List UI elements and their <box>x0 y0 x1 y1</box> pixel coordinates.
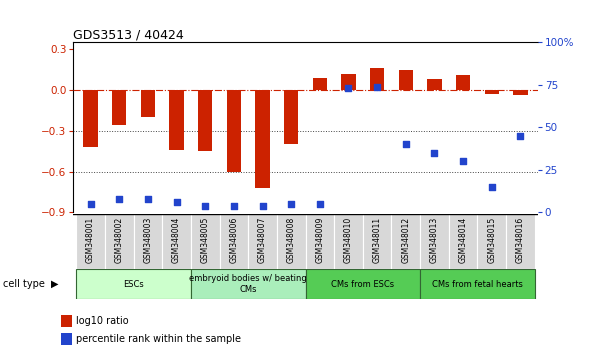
Text: log10 ratio: log10 ratio <box>76 316 129 326</box>
Point <box>143 196 153 202</box>
Text: GDS3513 / 40424: GDS3513 / 40424 <box>73 28 184 41</box>
Bar <box>191 269 306 299</box>
Text: GSM348009: GSM348009 <box>315 217 324 263</box>
Point <box>458 159 468 164</box>
Bar <box>485 90 499 94</box>
Bar <box>370 68 384 90</box>
Bar <box>191 214 219 269</box>
Bar <box>162 214 191 269</box>
Bar <box>513 90 528 96</box>
Point <box>200 203 210 209</box>
Bar <box>334 214 363 269</box>
Text: GSM348010: GSM348010 <box>344 217 353 263</box>
Bar <box>105 214 134 269</box>
Bar <box>420 269 535 299</box>
Text: cell type: cell type <box>3 279 45 289</box>
Bar <box>219 214 248 269</box>
Bar <box>76 214 105 269</box>
Point <box>258 203 268 209</box>
Bar <box>313 78 327 90</box>
Point <box>343 86 353 91</box>
Bar <box>392 214 420 269</box>
Bar <box>198 90 213 151</box>
Bar <box>420 214 449 269</box>
Bar <box>83 90 98 147</box>
Bar <box>342 74 356 90</box>
Bar <box>506 214 535 269</box>
Bar <box>134 214 162 269</box>
Text: CMs from fetal hearts: CMs from fetal hearts <box>432 280 523 289</box>
Bar <box>284 90 298 144</box>
Bar <box>141 90 155 117</box>
Bar <box>306 269 420 299</box>
Bar <box>456 75 470 90</box>
Bar <box>169 90 184 150</box>
Bar <box>61 333 72 345</box>
Bar <box>398 70 413 90</box>
Text: GSM348014: GSM348014 <box>459 217 467 263</box>
Bar <box>277 214 306 269</box>
Text: GSM348002: GSM348002 <box>115 217 123 263</box>
Point <box>172 199 181 205</box>
Point <box>86 201 95 207</box>
Bar <box>477 214 506 269</box>
Text: percentile rank within the sample: percentile rank within the sample <box>76 334 241 344</box>
Text: GSM348004: GSM348004 <box>172 217 181 263</box>
Text: ▶: ▶ <box>51 279 58 289</box>
Point <box>372 84 382 90</box>
Bar <box>227 90 241 172</box>
Bar <box>255 90 269 188</box>
Point <box>114 196 124 202</box>
Bar <box>61 315 72 327</box>
Text: GSM348015: GSM348015 <box>488 217 496 263</box>
Text: GSM348012: GSM348012 <box>401 217 411 263</box>
Bar <box>306 214 334 269</box>
Text: GSM348006: GSM348006 <box>229 217 238 263</box>
Bar <box>449 214 477 269</box>
Text: GSM348016: GSM348016 <box>516 217 525 263</box>
Bar <box>76 269 191 299</box>
Text: GSM348005: GSM348005 <box>200 217 210 263</box>
Point <box>401 142 411 147</box>
Bar <box>248 214 277 269</box>
Point <box>430 150 439 156</box>
Text: GSM348008: GSM348008 <box>287 217 296 263</box>
Text: GSM348007: GSM348007 <box>258 217 267 263</box>
Point <box>487 184 497 190</box>
Bar <box>112 90 126 125</box>
Text: CMs from ESCs: CMs from ESCs <box>331 280 394 289</box>
Text: GSM348003: GSM348003 <box>144 217 152 263</box>
Text: ESCs: ESCs <box>123 280 144 289</box>
Point <box>315 201 324 207</box>
Text: GSM348013: GSM348013 <box>430 217 439 263</box>
Bar <box>363 214 392 269</box>
Point <box>287 201 296 207</box>
Bar <box>427 79 442 90</box>
Point <box>516 133 525 139</box>
Text: GSM348011: GSM348011 <box>373 217 382 263</box>
Point <box>229 203 239 209</box>
Text: embryoid bodies w/ beating
CMs: embryoid bodies w/ beating CMs <box>189 274 307 294</box>
Text: GSM348001: GSM348001 <box>86 217 95 263</box>
